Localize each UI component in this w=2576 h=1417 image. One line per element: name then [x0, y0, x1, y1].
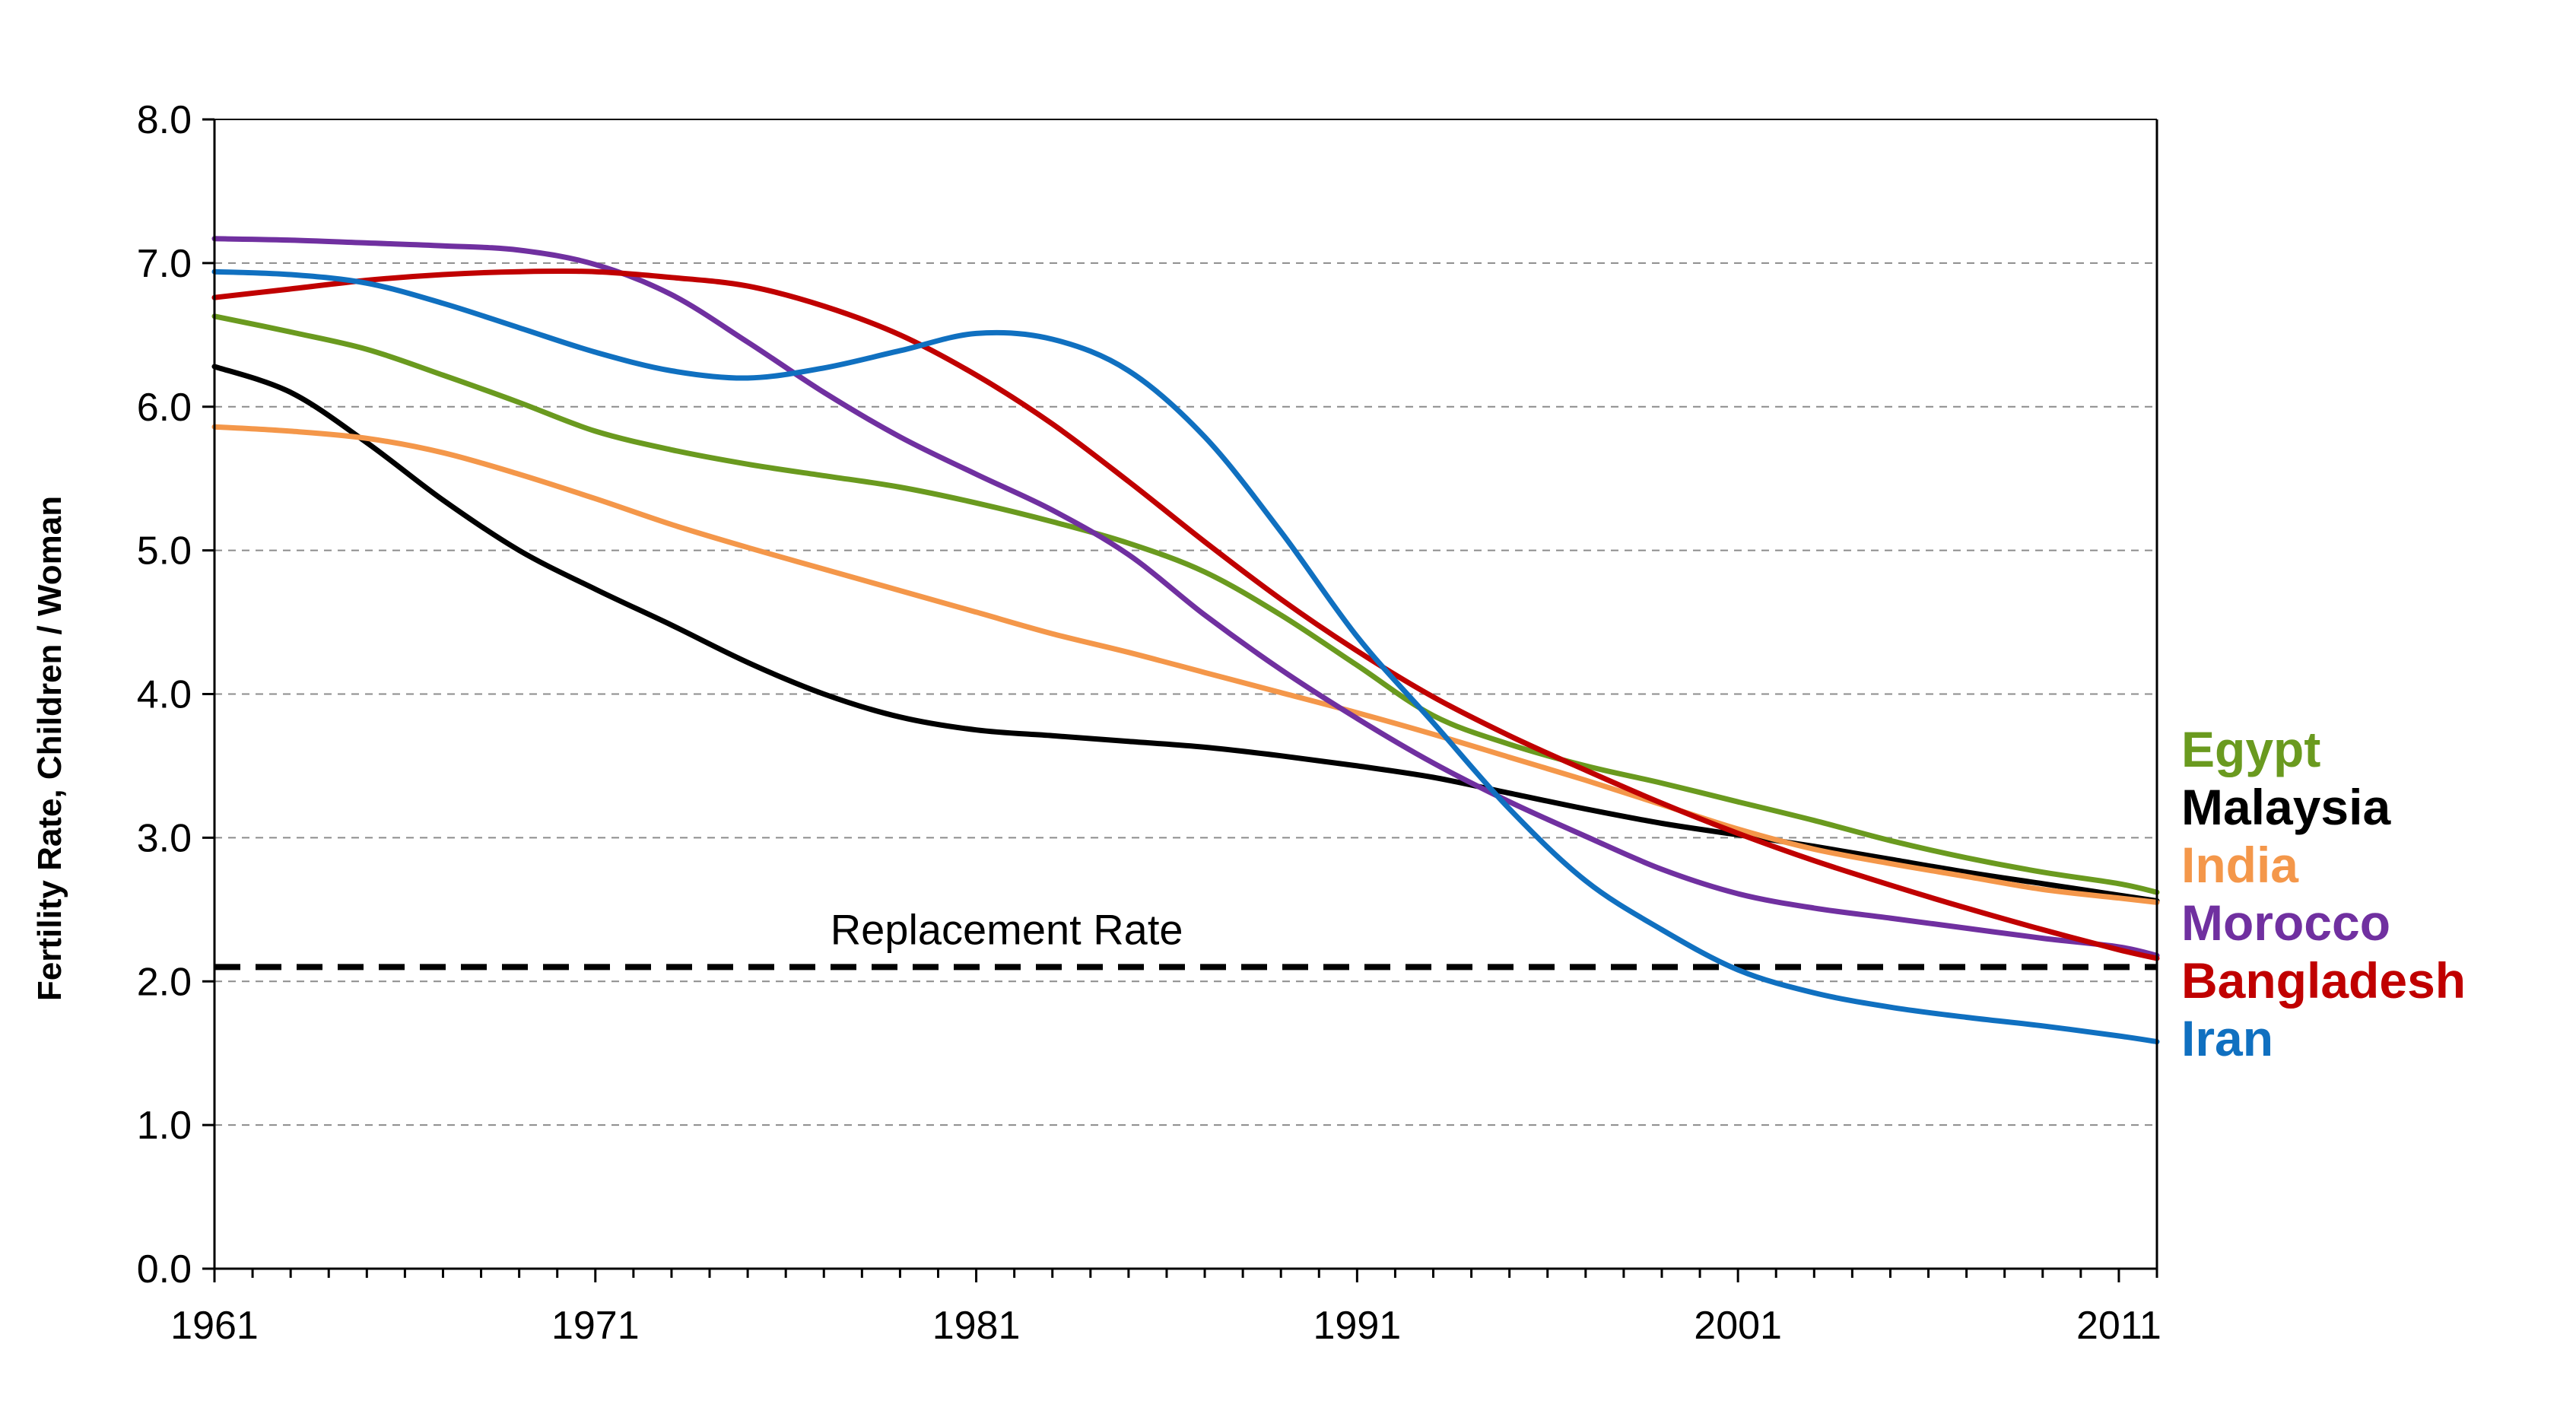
- y-tick-label: 4.0: [137, 673, 192, 717]
- y-axis-title: Fertility Rate, Children / Woman: [31, 496, 68, 1001]
- series-lines: [211, 236, 2160, 1045]
- x-tick-label: 2011: [2076, 1304, 2161, 1348]
- series-line-iran: [211, 268, 2160, 1045]
- y-tick-label: 5.0: [137, 529, 192, 573]
- replacement-rate-label: Replacement Rate: [831, 905, 1183, 953]
- x-tick-label: 1971: [551, 1304, 640, 1348]
- series-line-bangladesh: [211, 268, 2160, 961]
- legend-label-malaysia: Malaysia: [2181, 779, 2391, 835]
- series-line-malaysia: [211, 364, 2160, 904]
- legend-label-morocco: Morocco: [2181, 894, 2390, 951]
- y-tick-label: 3.0: [137, 816, 192, 860]
- y-tick-label: 6.0: [137, 386, 192, 430]
- legend-label-india: India: [2181, 837, 2299, 893]
- y-tick-label: 1.0: [137, 1104, 192, 1148]
- legend-label-bangladesh: Bangladesh: [2181, 952, 2466, 1009]
- legend-label-iran: Iran: [2181, 1010, 2273, 1066]
- series-line-india: [211, 424, 2160, 905]
- series-line-morocco: [211, 236, 2160, 958]
- y-tick-label: 8.0: [137, 98, 192, 142]
- y-tick-label: 7.0: [137, 242, 192, 286]
- replacement-rate-group: Replacement Rate: [214, 905, 2157, 971]
- axes: [213, 119, 2158, 1270]
- legend-label-egypt: Egypt: [2181, 721, 2320, 777]
- y-tick-label: 0.0: [137, 1247, 192, 1292]
- tick-labels: 0.0 1.0 2.0 3.0 4.0 5.0 6.0 7.0 8.0 1961 1971 1981 1…: [137, 98, 2161, 1348]
- x-tick-label: 1961: [170, 1304, 259, 1348]
- x-tick-label: 1981: [932, 1304, 1021, 1348]
- series-line-egypt: [211, 313, 2160, 895]
- y-tick-label: 2.0: [137, 960, 192, 1004]
- x-tick-label: 1991: [1313, 1304, 1402, 1348]
- x-tick-label: 2001: [1694, 1304, 1782, 1348]
